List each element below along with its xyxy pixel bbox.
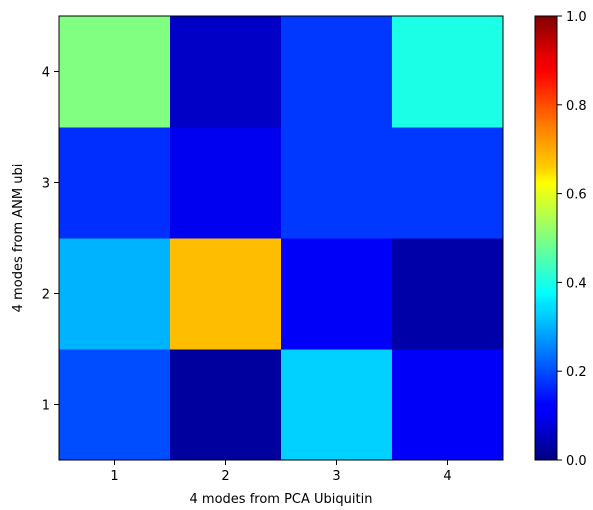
heatmap-cells — [59, 16, 504, 461]
x-axis: 1 2 3 4 — [110, 460, 452, 484]
colorbar-ticks: 0.0 0.2 0.4 0.6 0.8 1.0 — [557, 10, 587, 469]
y-tick-label: 4 — [42, 66, 50, 81]
plot-frame — [58, 15, 504, 461]
y-tick-label: 2 — [42, 288, 50, 303]
heatmap-cell-x2-y1 — [170, 349, 282, 461]
colorbar-frame — [534, 15, 558, 461]
heatmap-cell-x2-y2 — [170, 238, 282, 350]
x-tick-label: 3 — [332, 469, 340, 484]
y-tick-label: 1 — [42, 399, 50, 414]
heatmap-cell-x3-y3 — [281, 127, 393, 239]
x-tick-label: 1 — [110, 469, 118, 484]
heatmap-cell-x1-y3 — [59, 127, 171, 239]
x-axis-label: 4 modes from PCA Ubiquitin — [190, 492, 373, 507]
colorbar-tick-label: 0.0 — [566, 454, 587, 469]
heatmap-cell-x2-y3 — [170, 127, 282, 239]
colorbar: 0.0 0.2 0.4 0.6 0.8 1.0 — [534, 10, 587, 469]
heatmap-cell-x1-y1 — [59, 349, 171, 461]
heatmap-cell-x3-y2 — [281, 238, 393, 350]
heatmap-cell-x1-y4 — [59, 16, 171, 128]
heatmap-cell-x4-y2 — [392, 238, 504, 350]
colorbar-tick-label: 0.2 — [566, 365, 587, 380]
colorbar-tick-label: 0.8 — [566, 99, 587, 114]
y-axis: 1 2 3 4 — [42, 66, 59, 414]
colorbar-tick-label: 1.0 — [566, 10, 587, 25]
heatmap-cell-x4-y3 — [392, 127, 504, 239]
y-tick-label: 3 — [42, 177, 50, 192]
heatmap-cell-x4-y4 — [392, 16, 504, 128]
x-tick-label: 2 — [221, 469, 229, 484]
colorbar-tick-label: 0.6 — [566, 188, 587, 203]
heatmap-cell-x3-y1 — [281, 349, 393, 461]
heatmap-cell-x1-y2 — [59, 238, 171, 350]
heatmap-cell-x3-y4 — [281, 16, 393, 128]
colorbar-gradient — [535, 16, 557, 460]
y-axis-label: 4 modes from ANM ubi — [11, 164, 26, 313]
heatmap-cell-x2-y4 — [170, 16, 282, 128]
x-tick-label: 4 — [443, 469, 451, 484]
colorbar-tick-label: 0.4 — [566, 276, 587, 291]
heatmap-cell-x4-y1 — [392, 349, 504, 461]
